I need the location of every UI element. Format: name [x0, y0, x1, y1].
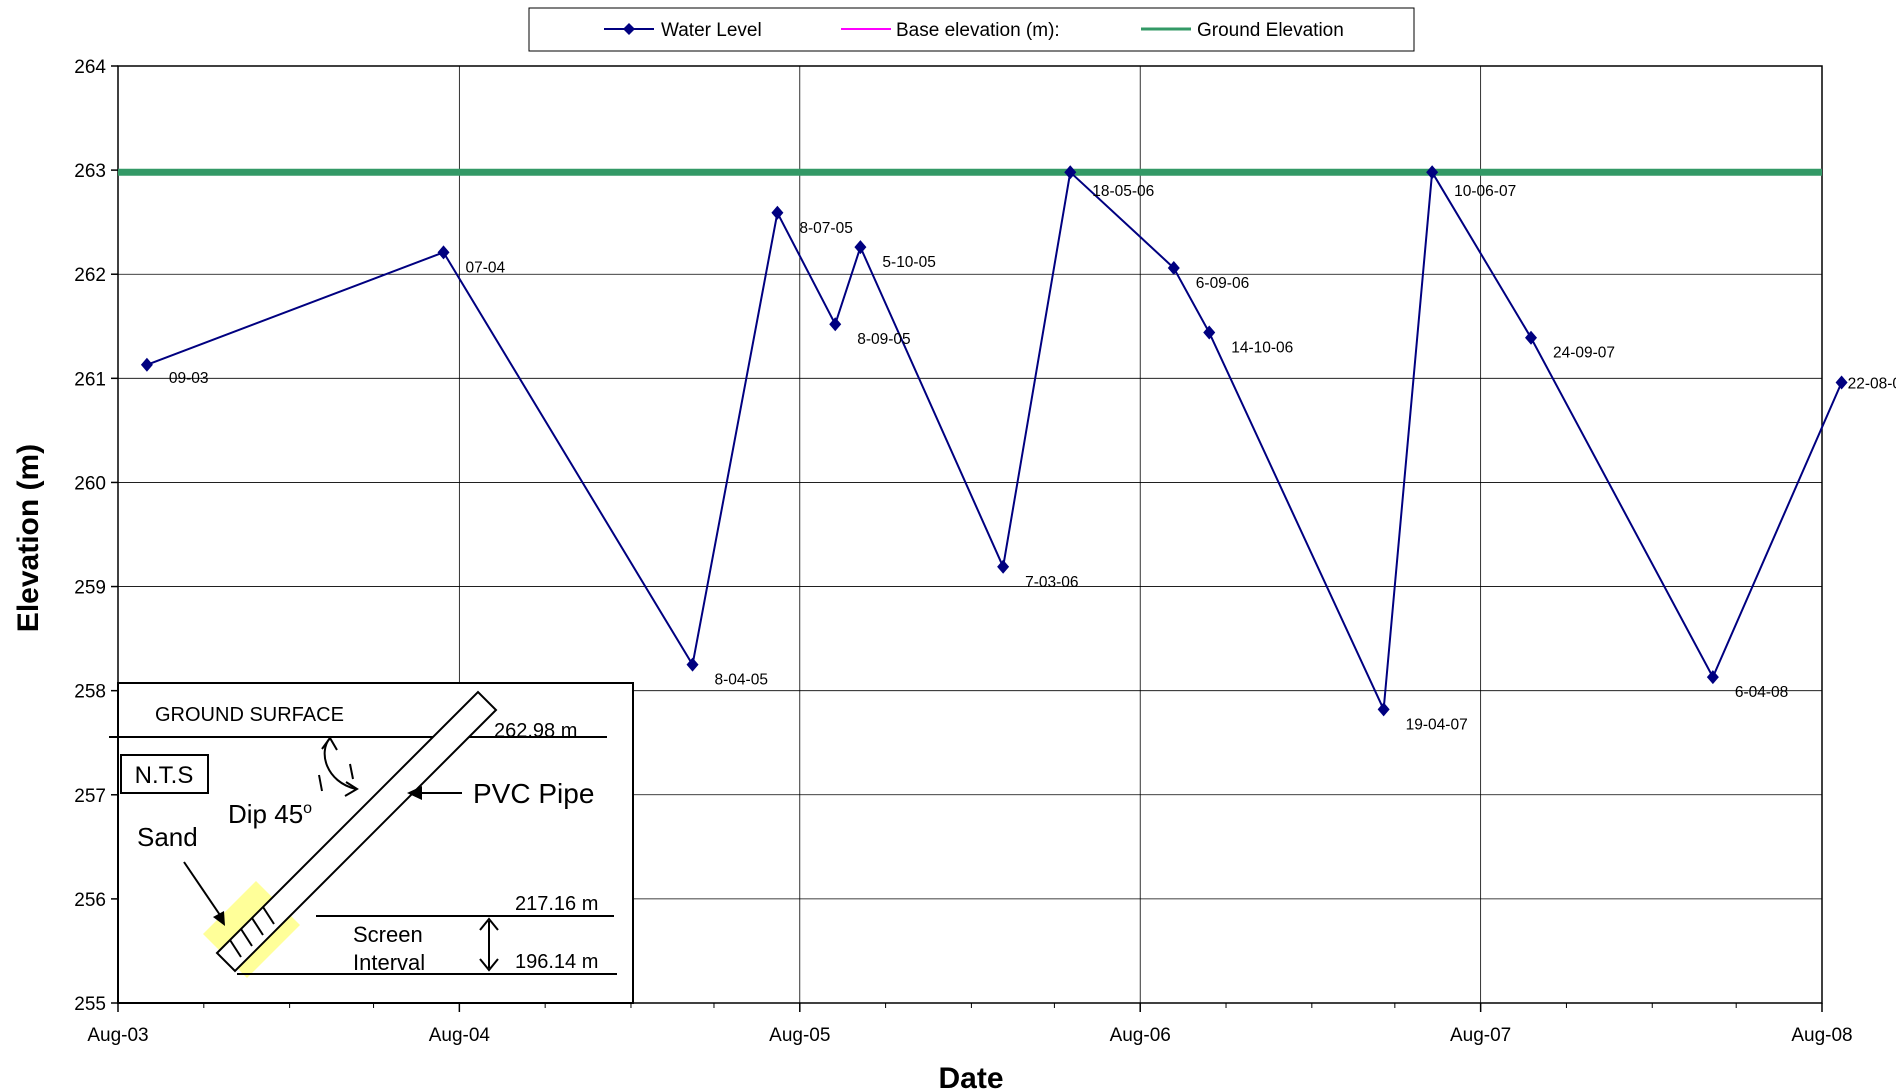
dip-tick: [349, 763, 354, 780]
water-level-point-label: 8-04-05: [715, 672, 768, 689]
x-tick-label: Aug-07: [1450, 1025, 1511, 1046]
ground-elevation-label: 262.98 m: [494, 720, 577, 742]
y-tick-label: 263: [74, 161, 106, 182]
water-level-point-label: 07-04: [466, 259, 506, 276]
water-level-point: [1706, 670, 1719, 685]
water-level-point: [1426, 165, 1439, 180]
pvc-pointer-arrowhead-icon: [407, 786, 422, 800]
dip-tick: [318, 774, 323, 792]
water-level-point-label: 24-09-07: [1553, 345, 1615, 362]
water-level-point: [771, 205, 784, 220]
dip-arrowhead-bottom-icon: [344, 781, 359, 797]
screen-interval-arrowhead-down-icon: [479, 958, 499, 972]
legend-label-ground-elevation: Ground Elevation: [1197, 20, 1344, 41]
water-level-point-label: 22-08-08: [1848, 375, 1896, 392]
legend-marker-water-level: [623, 23, 635, 35]
water-level-point-label: 10-06-07: [1454, 183, 1516, 200]
water-level-point-label: 18-05-06: [1092, 183, 1154, 200]
water-level-point-label: 5-10-05: [882, 254, 935, 271]
water-level-point: [1377, 702, 1390, 717]
x-tick-labels: Aug-03 Aug-04 Aug-05 Aug-06 Aug-07 Aug-08: [87, 1025, 1852, 1046]
water-level-point-label: 09-03: [169, 370, 209, 387]
water-level-point-label: 8-07-05: [799, 220, 852, 237]
legend-box: [528, 7, 1415, 52]
water-level-point: [997, 559, 1010, 574]
y-tick-label: 262: [74, 265, 106, 286]
y-tick-label: 258: [74, 682, 106, 703]
y-tick-label: 255: [74, 994, 106, 1015]
top-screen-label: 217.16 m: [515, 893, 598, 915]
legend-item-water-level: Water Level: [604, 20, 762, 41]
sand-pointer-arrowhead-icon: [213, 911, 225, 926]
water-level-layer: [140, 165, 1848, 717]
water-level-point: [437, 245, 450, 260]
y-axis-title: Elevation (m): [12, 444, 45, 632]
screen-interval-arrowhead-up-icon: [479, 917, 499, 931]
x-tick-label: Aug-03: [87, 1025, 148, 1046]
water-level-point-label: 8-09-05: [857, 331, 910, 348]
legend-label-water-level: Water Level: [661, 20, 762, 41]
nts-box: [120, 754, 209, 794]
y-tick-label: 264: [74, 57, 106, 78]
screen-interval-label-line1: Screen: [353, 922, 423, 947]
legend-item-ground-elevation: Ground Elevation: [1141, 20, 1344, 41]
water-level-point-label: 19-04-07: [1406, 716, 1468, 733]
legend-item-base-elevation: Base elevation (m):: [841, 20, 1060, 41]
sand-label: Sand: [137, 822, 198, 852]
screen-slot: [251, 917, 264, 936]
pvc-pipe-label: PVC Pipe: [473, 778, 594, 809]
water-level-point: [1167, 260, 1180, 275]
bottom-screen-label: 196.14 m: [515, 951, 598, 973]
screen-slot: [229, 939, 242, 958]
water-level-point-label: 6-09-06: [1196, 275, 1249, 292]
water-level-point: [140, 357, 153, 372]
legend: Water Level Base elevation (m): Ground E…: [528, 7, 1415, 52]
water-level-point: [854, 240, 867, 255]
pvc-pipe: [215, 690, 498, 973]
point-labels: 09-03 07-04 8-04-05 8-07-05 8-09-05 5-10-05 7-…: [169, 183, 1896, 733]
dip-arrowhead-top-icon: [321, 736, 338, 751]
legend-label-base-elevation: Base elevation (m):: [896, 20, 1060, 41]
y-tick-label: 259: [74, 578, 106, 599]
y-tick-label: 261: [74, 369, 106, 390]
sand-pointer-line: [183, 861, 223, 919]
well-inset-diagram: GROUND SURFACE 262.98 m N.T.S Dip 45o PV…: [109, 682, 634, 1004]
water-level-point: [1835, 375, 1848, 390]
ground-surface-label: GROUND SURFACE: [155, 704, 344, 726]
nts-label: N.T.S: [135, 762, 194, 789]
x-tick-label: Aug-08: [1791, 1025, 1852, 1046]
screen-interval-label-line2: Interval: [353, 950, 425, 975]
x-axis-title: Date: [938, 1062, 1003, 1089]
screen-slot: [262, 906, 275, 925]
y-tick-labels: 255 256 257 258 259 260 261 262 263 264: [74, 57, 106, 1015]
water-level-point-label: 6-04-08: [1735, 684, 1788, 701]
water-level-point: [1064, 165, 1077, 180]
water-level-point: [1203, 325, 1216, 340]
water-level-point: [686, 657, 699, 672]
y-tick-label: 260: [74, 473, 106, 494]
water-level-point-label: 7-03-06: [1025, 574, 1078, 591]
water-level-point-label: 14-10-06: [1231, 340, 1293, 357]
screen-slot: [240, 928, 253, 947]
dip-label: Dip 45o: [228, 799, 312, 829]
y-tick-label: 256: [74, 890, 106, 911]
x-tick-label: Aug-04: [429, 1025, 491, 1046]
x-tick-label: Aug-05: [769, 1025, 830, 1046]
water-level-point: [829, 317, 842, 332]
water-level-point: [1525, 330, 1538, 345]
y-tick-label: 257: [74, 786, 106, 807]
x-tick-label: Aug-06: [1110, 1025, 1171, 1046]
dip-text: Dip 45: [228, 799, 303, 829]
dip-unit: o: [303, 800, 312, 817]
